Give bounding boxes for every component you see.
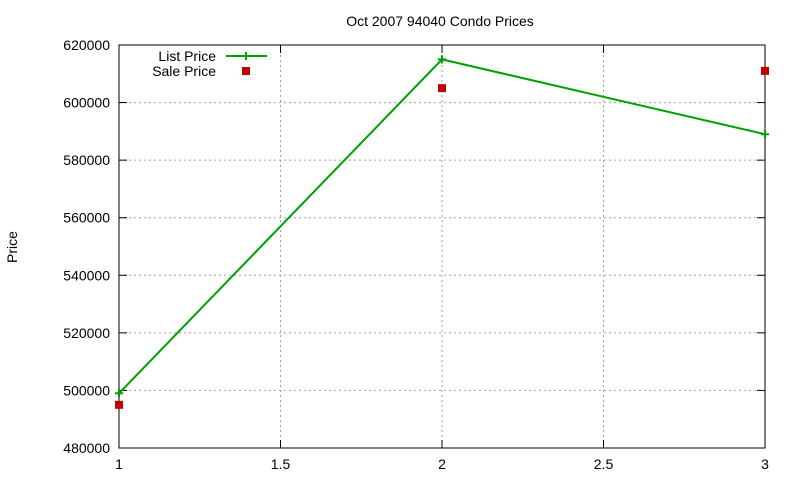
y-axis-label: Price xyxy=(4,231,20,263)
plus-marker-icon xyxy=(761,130,769,139)
data-series xyxy=(115,55,769,409)
grid-lines xyxy=(119,45,765,448)
square-marker-icon xyxy=(438,84,446,93)
chart-title: Oct 2007 94040 Condo Prices xyxy=(346,13,534,29)
plus-marker-icon xyxy=(115,389,123,398)
x-tick-label: 1 xyxy=(115,456,123,472)
y-axis-ticks: 480000 500000 520000 540000 560000 580000 6000… xyxy=(63,37,765,456)
square-marker-icon xyxy=(115,400,123,409)
y-tick-label: 540000 xyxy=(63,267,110,283)
y-tick-label: 580000 xyxy=(63,152,110,168)
y-tick-label: 600000 xyxy=(63,95,110,111)
y-tick-label: 560000 xyxy=(63,210,110,226)
y-tick-label: 520000 xyxy=(63,325,110,341)
x-tick-label: 1.5 xyxy=(271,456,291,472)
plot-frame xyxy=(118,44,766,449)
y-tick-label: 620000 xyxy=(63,37,110,53)
plus-marker-icon xyxy=(242,52,250,60)
x-axis-ticks: 1 1.5 2 2.5 3 xyxy=(115,45,769,472)
legend-label: List Price xyxy=(158,48,216,64)
legend-label: Sale Price xyxy=(152,63,216,79)
x-tick-label: 2.5 xyxy=(594,456,614,472)
x-tick-label: 3 xyxy=(761,456,769,472)
y-tick-label: 480000 xyxy=(63,440,110,456)
plus-marker-icon xyxy=(438,55,446,64)
x-tick-label: 2 xyxy=(438,456,446,472)
y-tick-label: 500000 xyxy=(63,382,110,398)
square-marker-icon xyxy=(761,66,769,75)
square-marker-icon xyxy=(242,67,250,75)
